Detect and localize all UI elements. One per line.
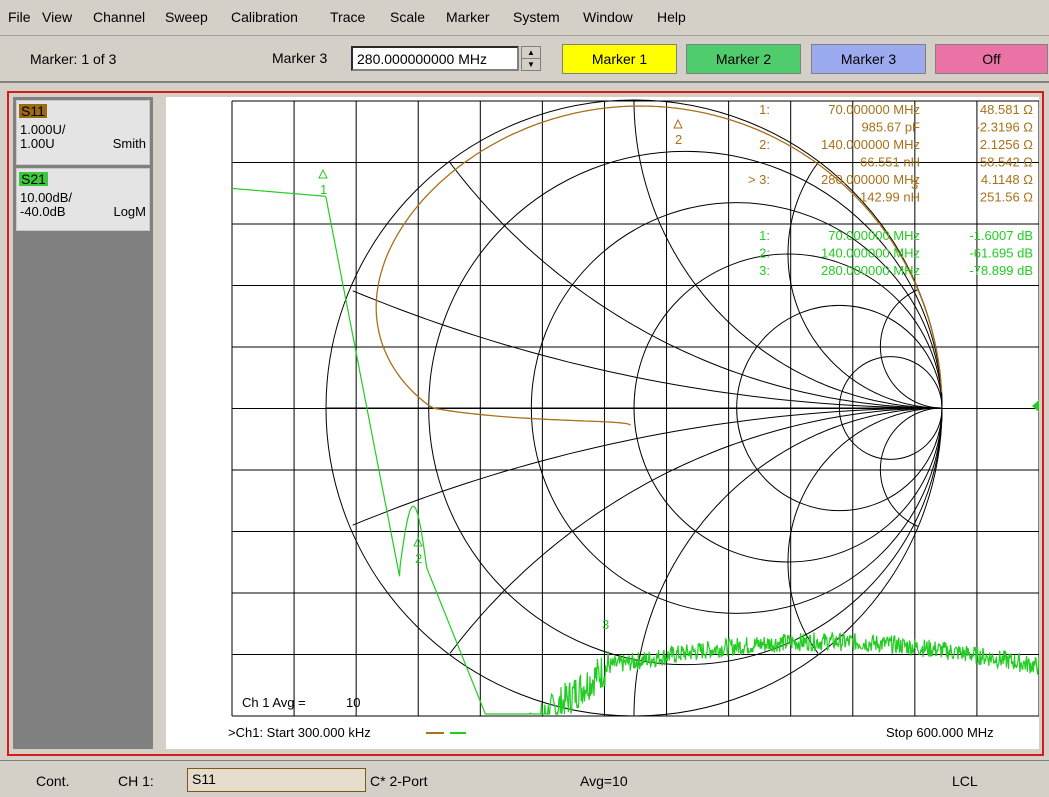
- readout-cell: -61.695 dB: [969, 246, 1033, 261]
- trace-scale: 1.000U/: [20, 122, 66, 137]
- marker-toolbar: Marker: 1 of 3 Marker 3 ▲ ▼ Marker 1 Mar…: [0, 37, 1049, 83]
- stop-label: Stop 600.000 MHz: [886, 725, 994, 740]
- menu-channel[interactable]: Channel: [93, 9, 146, 25]
- avg-value: 10: [346, 695, 360, 710]
- smith-reactance-arc: [633, 100, 942, 409]
- menu-bar: File View Channel Sweep Calibration Trac…: [0, 0, 1049, 36]
- readout-cell: 2:: [759, 246, 770, 261]
- marker-label: 3: [911, 177, 918, 192]
- readout-cell: 251.56 Ω: [980, 190, 1033, 205]
- status-bar: Cont. CH 1: S11 C* 2-Port Avg=10 LCL: [0, 760, 1049, 797]
- menu-help[interactable]: Help: [657, 9, 686, 25]
- s21-marker-1-icon: [318, 168, 328, 179]
- smith-reactance-arc: [352, 407, 943, 526]
- readout-cell: 1:: [759, 228, 770, 243]
- readout-cell: 280.000000 MHz: [821, 263, 920, 278]
- menu-system[interactable]: System: [513, 9, 560, 25]
- trace-ref: -40.0dB: [20, 204, 66, 219]
- marker-label: 2: [415, 551, 422, 566]
- menu-sweep[interactable]: Sweep: [165, 9, 208, 25]
- trace-name: S11: [19, 103, 47, 119]
- s21-marker-2-icon: [413, 536, 423, 547]
- readout-cell: -78.899 dB: [969, 263, 1033, 278]
- readout-cell: 4.1148 Ω: [981, 172, 1033, 187]
- status-averaging: Avg=10: [580, 773, 628, 789]
- trace-format: LogM: [113, 204, 146, 219]
- trace-ref: 1.00U: [20, 136, 55, 151]
- status-remote: LCL: [952, 773, 978, 789]
- smith-reactance-arc: [879, 407, 942, 527]
- trace-scale: 10.00dB/: [20, 190, 73, 205]
- status-channel: CH 1:: [118, 773, 154, 789]
- status-mode: Cont.: [36, 773, 70, 789]
- marker-label: 1: [320, 182, 327, 197]
- smith-reactance-arc: [449, 162, 942, 409]
- menu-calibration[interactable]: Calibration: [231, 9, 298, 25]
- smith-reactance-arc: [633, 407, 942, 716]
- readout-cell: 70.000000 MHz: [828, 228, 920, 243]
- readout-cell: 140.000000 MHz: [821, 137, 920, 152]
- trace-card-s21[interactable]: S21 10.00dB/ -40.0dB LogM: [16, 168, 150, 231]
- readout-cell: 66.551 nH: [860, 155, 920, 170]
- status-parameter: S11: [192, 771, 216, 787]
- s21-trace: [232, 187, 1039, 716]
- marker-field-label: Marker 3: [272, 50, 328, 66]
- readout-cell: 3:: [759, 263, 770, 278]
- smith-reactance-arc: [449, 407, 942, 654]
- readout-cell: 280.000000 MHz: [821, 172, 920, 187]
- status-parameter-field[interactable]: S11: [187, 768, 366, 792]
- readout-cell: > 3:: [748, 172, 770, 187]
- s21-trace-line: [232, 187, 1039, 716]
- plot-area[interactable]: 1 2 3 2 3 1: 70.000000 MHz 48.581 Ω 985.67 pF -2…: [166, 97, 1039, 749]
- marker-label: 3: [602, 617, 609, 632]
- readout-cell: 2:: [759, 137, 770, 152]
- smith-reactance-arc: [787, 162, 942, 409]
- readout-cell: 58.542 Ω: [980, 155, 1033, 170]
- reference-level-arrow-icon: [1032, 400, 1039, 412]
- status-calibration: C* 2-Port: [370, 773, 428, 789]
- readout-cell: 142.99 nH: [860, 190, 920, 205]
- menu-window[interactable]: Window: [583, 9, 633, 25]
- readout-cell: -1.6007 dB: [969, 228, 1033, 243]
- readout-cell: 48.581 Ω: [980, 102, 1033, 117]
- smith-chart-grid: [325, 99, 943, 717]
- marker-3-button[interactable]: Marker 3: [811, 44, 926, 74]
- trace-format: Smith: [112, 136, 146, 151]
- marker-off-button[interactable]: Off: [935, 44, 1048, 74]
- plot-canvas: 1 2 3 2 3 1: 70.000000 MHz 48.581 Ω 985.67 pF -2…: [228, 99, 1039, 740]
- spin-up-icon[interactable]: ▲: [522, 47, 540, 59]
- readout-cell: -2.3196 Ω: [976, 120, 1034, 135]
- smith-reactance-arc: [879, 289, 942, 409]
- readout-cell: 985.67 pF: [861, 120, 920, 135]
- smith-reactance-arc: [787, 407, 942, 654]
- frequency-spinner[interactable]: ▲ ▼: [521, 46, 541, 71]
- menu-view[interactable]: View: [42, 9, 73, 25]
- menu-file[interactable]: File: [8, 9, 31, 25]
- s11-trace: [375, 105, 943, 426]
- marker-1-button[interactable]: Marker 1: [562, 44, 677, 74]
- readout-cell: 1:: [759, 102, 770, 117]
- smith-reactance-arc: [352, 290, 943, 409]
- menu-trace[interactable]: Trace: [330, 9, 366, 25]
- menu-marker[interactable]: Marker: [446, 9, 490, 25]
- marker-count-label: Marker: 1 of 3: [30, 51, 117, 67]
- s11-trace-line: [375, 105, 943, 426]
- marker-2-button[interactable]: Marker 2: [686, 44, 801, 74]
- s11-marker-2-icon: [673, 118, 683, 129]
- trace-card-s11[interactable]: S11 1.000U/ 1.00U Smith: [16, 100, 150, 165]
- marker-frequency-input[interactable]: [351, 46, 519, 71]
- marker-readout: 1: 70.000000 MHz 48.581 Ω 985.67 pF -2.3196 …: [748, 102, 1033, 278]
- marker-label: 2: [675, 132, 682, 147]
- menu-scale[interactable]: Scale: [390, 9, 426, 25]
- readout-cell: 70.000000 MHz: [828, 102, 920, 117]
- trace-name: S21: [19, 171, 48, 187]
- spin-down-icon[interactable]: ▼: [527, 60, 535, 69]
- trace-panel: S11 1.000U/ 1.00U Smith S21 10.00dB/ -40…: [13, 97, 153, 749]
- avg-label: Ch 1 Avg =: [242, 695, 306, 710]
- marker-symbols: 1 2 3 2 3: [318, 118, 918, 632]
- readout-cell: 140.000000 MHz: [821, 246, 920, 261]
- readout-cell: 2.1256 Ω: [980, 137, 1033, 152]
- start-label: >Ch1: Start 300.000 kHz: [228, 725, 371, 740]
